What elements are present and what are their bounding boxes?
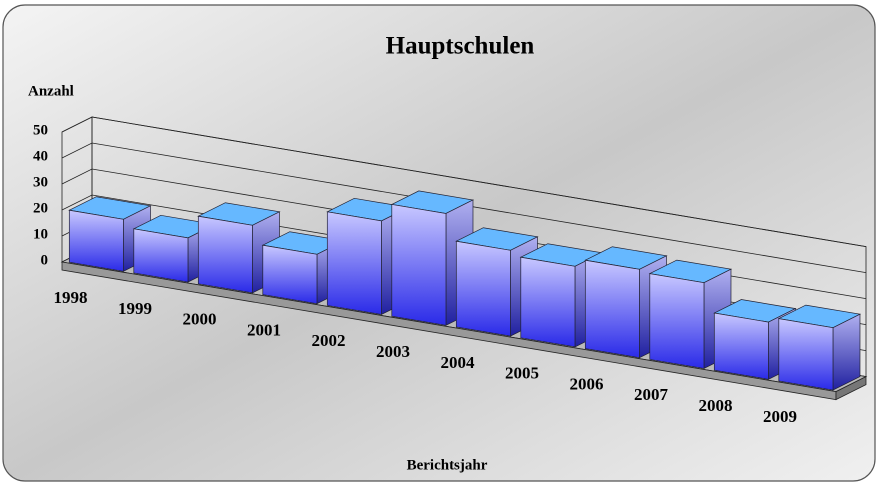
bar-group	[68, 196, 152, 272]
bar	[391, 204, 447, 326]
bar	[133, 228, 189, 283]
bar-side	[832, 313, 861, 391]
y-tick-label: 50	[33, 122, 48, 138]
x-tick-label: 2000	[182, 310, 216, 329]
bar	[326, 211, 382, 315]
y-tick-label: 0	[41, 252, 49, 268]
x-axis-label: Berichtsjahr	[407, 457, 488, 473]
bar	[520, 256, 576, 348]
bar-group	[777, 304, 862, 391]
bar	[649, 273, 705, 369]
x-tick-label: 2001	[247, 320, 281, 339]
bar	[68, 209, 124, 272]
x-tick-label: 2004	[440, 353, 475, 372]
bar	[197, 215, 253, 294]
chart-title: Hauptschulen	[386, 33, 535, 60]
x-tick-label: 2009	[763, 407, 797, 426]
x-tick-label: 1999	[118, 299, 152, 318]
x-tick-label: 2006	[569, 374, 603, 393]
grid-line	[61, 142, 867, 273]
floor-edge-side	[835, 375, 867, 401]
x-tick-label: 2007	[634, 385, 669, 404]
x-tick-label: 2005	[505, 364, 539, 383]
bar	[455, 240, 511, 337]
y-tick-label: 30	[33, 174, 48, 190]
y-tick-label: 20	[33, 200, 48, 216]
x-tick-label: 1998	[53, 288, 87, 307]
bar	[584, 259, 640, 359]
bar	[713, 312, 769, 380]
bar	[778, 318, 834, 391]
x-tick-label: 2002	[311, 331, 345, 350]
y-tick-label: 40	[33, 148, 48, 164]
plot: 0 10 20 30 40 50 1998 1999 2000 2001 2002 2003 2004 2…	[33, 116, 868, 426]
y-axis-label: Anzahl	[28, 83, 74, 99]
bar	[262, 244, 318, 305]
x-tick-label: 2003	[376, 342, 410, 361]
x-tick-label: 2008	[698, 396, 732, 415]
grid-line	[61, 116, 867, 247]
y-tick-label: 10	[33, 226, 48, 242]
